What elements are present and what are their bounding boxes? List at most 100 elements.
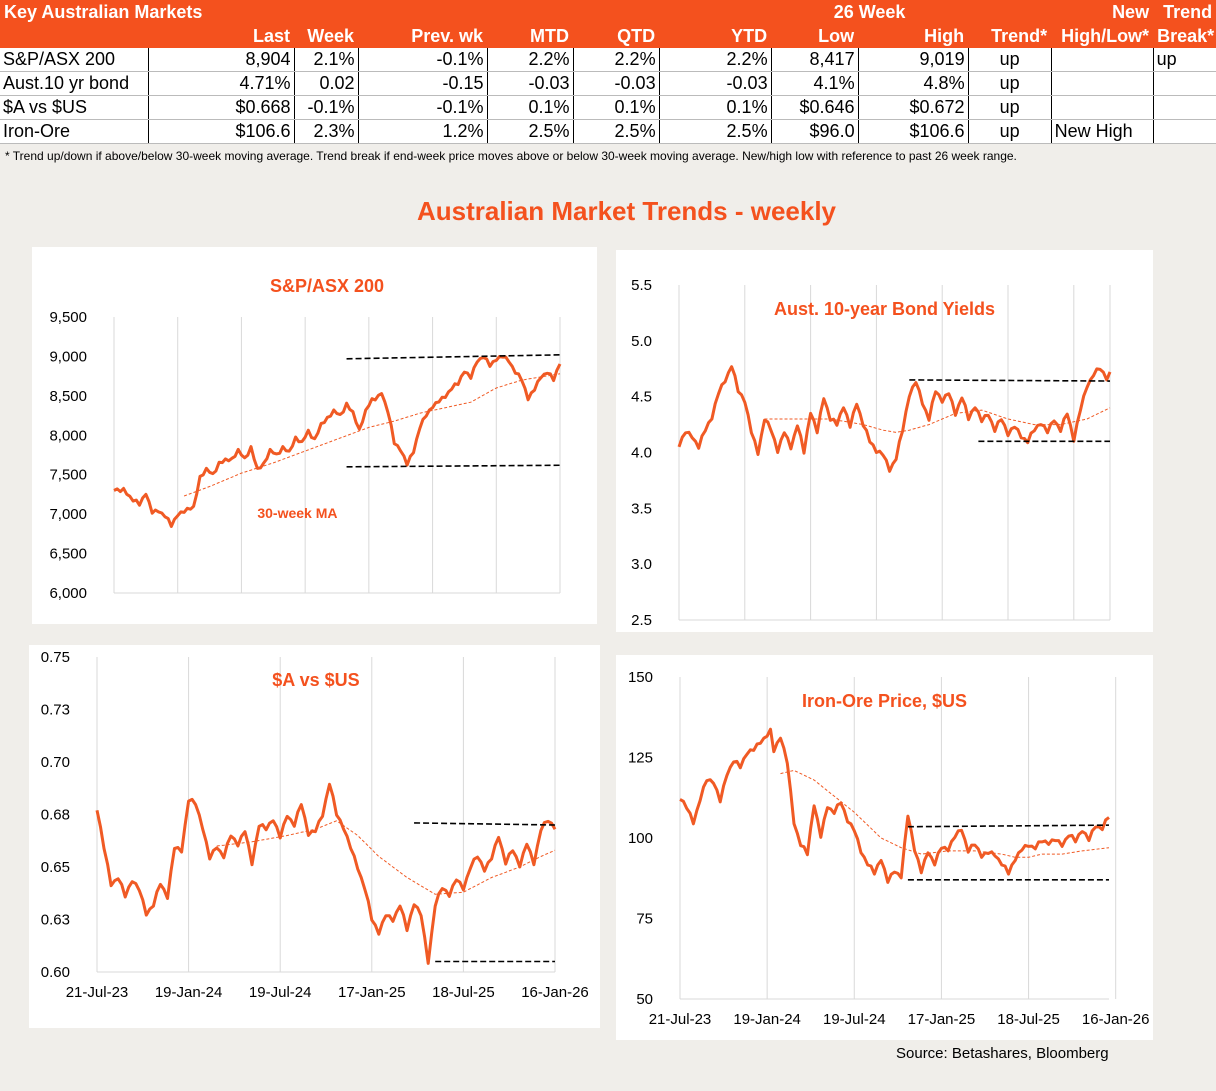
x-tick-label: 16-Jan-26	[1082, 1011, 1150, 1028]
header-new-bottom: High/Low*	[1051, 24, 1154, 48]
cell-high: $106.6	[857, 119, 969, 144]
header-prev-wk: Prev. wk	[358, 24, 487, 48]
table-title: Key Australian Markets	[0, 0, 660, 24]
cell-qtd: 2.5%	[572, 119, 660, 144]
chart-title: Iron-Ore Price, $US	[802, 691, 967, 711]
y-tick-label: 125	[628, 750, 653, 767]
cell-high: 4.8%	[857, 71, 969, 96]
cell-prev-wk: 1.2%	[357, 119, 487, 144]
cell-high: $0.672	[857, 95, 969, 120]
cell-break	[1152, 119, 1216, 144]
cell-last: $106.6	[147, 119, 294, 144]
y-tick-label: 0.65	[41, 859, 70, 876]
header-break-top: Trend	[1153, 0, 1216, 24]
chart-title: Aust. 10-year Bond Yields	[774, 299, 995, 319]
table-footnote: * Trend up/down if above/below 30-week m…	[5, 149, 1017, 163]
cell-new	[1050, 48, 1154, 72]
table-row: $A vs $US $0.668 -0.1% -0.1% 0.1% 0.1% 0…	[0, 95, 1216, 120]
cell-low: $96.0	[770, 119, 859, 144]
cell-low: 4.1%	[770, 71, 859, 96]
cell-trend: up	[967, 95, 1052, 120]
y-tick-label: 0.63	[41, 912, 70, 929]
x-tick-label: 17-Jan-25	[338, 984, 406, 1001]
x-tick-label: 19-Jul-24	[249, 984, 312, 1001]
moving-average-line	[764, 407, 1111, 433]
cell-mtd: -0.03	[486, 71, 573, 96]
ma-annotation: 30-week MA	[257, 505, 337, 521]
y-tick-label: 150	[628, 669, 653, 686]
range-upper-line	[346, 354, 561, 360]
header-high: High	[858, 24, 969, 48]
x-tick-label: 19-Jan-24	[155, 984, 223, 1001]
price-series-line	[677, 365, 1112, 473]
x-tick-label: 16-Jan-26	[521, 984, 589, 1001]
cell-week: -0.1%	[293, 95, 358, 120]
range-upper-line	[414, 822, 556, 826]
cell-mtd: 0.1%	[486, 95, 573, 120]
cell-trend: up	[967, 119, 1052, 144]
y-tick-label: 5.0	[631, 333, 652, 350]
y-tick-label: 0.68	[41, 807, 70, 824]
row-name: Aust.10 yr bond	[0, 71, 148, 96]
y-tick-label: 2.5	[631, 612, 652, 629]
chart-bond: 2.5 3.0 3.5 4.0 4.5 5.0 5.5 Aust. 10-year Bond …	[631, 277, 1112, 629]
y-tick-label: 3.5	[631, 500, 652, 517]
y-tick-label: 3.0	[631, 556, 652, 573]
cell-prev-wk: -0.1%	[357, 95, 487, 120]
header-ytd: YTD	[659, 24, 772, 48]
y-tick-label: 9,500	[49, 309, 87, 326]
y-tick-label: 8,500	[49, 388, 87, 405]
table-header-row-2: Last Week Prev. wk MTD QTD YTD Low High …	[0, 24, 1216, 48]
y-tick-label: 4.5	[631, 389, 652, 406]
cell-break: up	[1152, 48, 1216, 72]
header-mtd: MTD	[487, 24, 573, 48]
cell-break	[1152, 95, 1216, 120]
cell-trend: up	[967, 71, 1052, 96]
cell-ytd: 2.2%	[658, 48, 772, 72]
chart-aud: 0.60 0.63 0.65 0.68 0.70 0.73 0.75 21-Jul-23 19-…	[41, 649, 589, 1001]
header-low: Low	[771, 24, 859, 48]
row-name: S&P/ASX 200	[0, 48, 148, 72]
cell-qtd: 0.1%	[572, 95, 660, 120]
y-tick-label: 9,000	[49, 348, 87, 365]
range-upper-line	[909, 379, 1111, 382]
y-tick-label: 6,000	[49, 585, 87, 602]
cell-low: 8,417	[770, 48, 859, 72]
cell-week: 0.02	[293, 71, 358, 96]
table-row: Iron-Ore $106.6 2.3% 1.2% 2.5% 2.5% 2.5%…	[0, 119, 1216, 144]
y-tick-label: 50	[636, 991, 653, 1008]
price-series-line	[679, 727, 1110, 884]
chart-title: S&P/ASX 200	[270, 276, 384, 296]
cell-low: $0.646	[770, 95, 859, 120]
cell-mtd: 2.5%	[486, 119, 573, 144]
row-name: $A vs $US	[0, 95, 148, 120]
x-tick-label: 17-Jan-25	[908, 1011, 976, 1028]
cell-new	[1050, 71, 1154, 96]
y-tick-label: 7,000	[49, 506, 87, 523]
moving-average-line	[183, 373, 561, 497]
group-header-26-week: 26 Week	[771, 0, 969, 24]
cell-ytd: -0.03	[658, 71, 772, 96]
y-tick-label: 0.70	[41, 754, 70, 771]
table-row: S&P/ASX 200 8,904 2.1% -0.1% 2.2% 2.2% 2…	[0, 48, 1216, 72]
table-row: Aust.10 yr bond 4.71% 0.02 -0.15 -0.03 -…	[0, 71, 1216, 96]
y-tick-label: 4.0	[631, 445, 652, 462]
price-series-line	[113, 355, 562, 528]
y-tick-label: 0.75	[41, 649, 70, 666]
cell-week: 2.3%	[293, 119, 358, 144]
panel-bond: 2.5 3.0 3.5 4.0 4.5 5.0 5.5 Aust. 10-year Bond …	[616, 250, 1153, 632]
moving-average-line	[780, 769, 1110, 858]
cell-new: New High	[1050, 119, 1154, 144]
header-last: Last	[148, 24, 294, 48]
chart-iron: 50 75 100 125 150 21-Jul-23 19-Jan-24 19-Jul-24…	[628, 669, 1150, 1028]
y-tick-label: 8,000	[49, 427, 87, 444]
cell-mtd: 2.2%	[486, 48, 573, 72]
header-qtd: QTD	[573, 24, 660, 48]
x-tick-label: 19-Jul-24	[823, 1011, 886, 1028]
y-tick-label: 6,500	[49, 546, 87, 563]
source-note: Source: Betashares, Bloomberg	[896, 1045, 1109, 1062]
cell-prev-wk: -0.1%	[357, 48, 487, 72]
cell-week: 2.1%	[293, 48, 358, 72]
cell-qtd: -0.03	[572, 71, 660, 96]
cell-qtd: 2.2%	[572, 48, 660, 72]
